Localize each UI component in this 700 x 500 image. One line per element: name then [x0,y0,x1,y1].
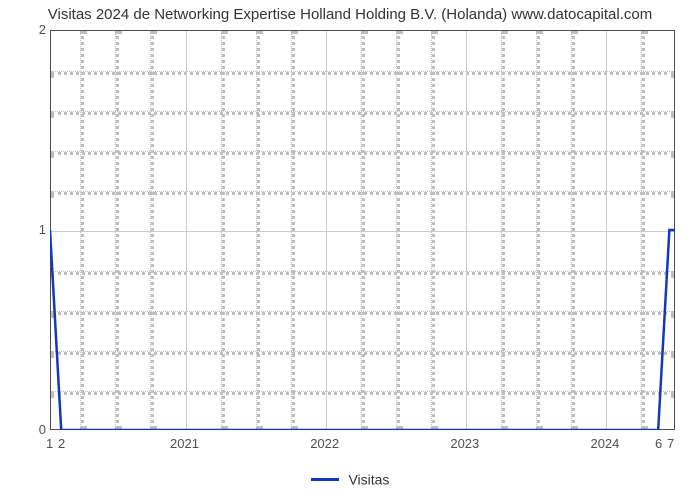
legend-swatch [311,478,339,481]
x-tick-label: 2021 [170,436,199,451]
legend-label: Visitas [348,471,389,487]
line-series [50,30,675,430]
x-corner-label-right: 6 [655,436,662,451]
chart-container: Visitas 2024 de Networking Expertise Hol… [0,0,700,500]
x-corner-label-left: 1 [46,436,53,451]
x-tick-label: 2023 [450,436,479,451]
legend: Visitas [0,470,700,487]
y-tick-label: 1 [26,222,46,237]
x-corner-label-left: 2 [58,436,65,451]
y-tick-label: 0 [26,422,46,437]
x-tick-label: 2024 [590,436,619,451]
series-line [50,230,675,430]
plot-wrap [50,30,675,430]
chart-title: Visitas 2024 de Networking Expertise Hol… [0,0,700,23]
y-tick-label: 2 [26,22,46,37]
x-corner-label-right: 7 [667,436,674,451]
x-tick-label: 2022 [310,436,339,451]
